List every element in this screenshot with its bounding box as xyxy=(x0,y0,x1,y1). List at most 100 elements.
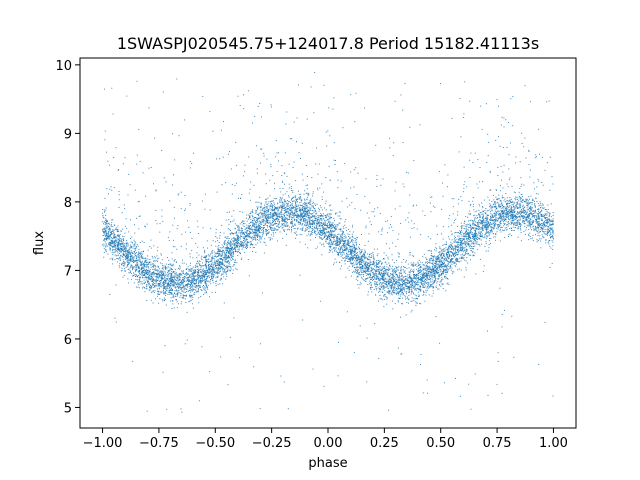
data-point xyxy=(199,261,201,262)
data-point xyxy=(219,237,220,239)
data-point xyxy=(334,235,336,237)
data-point xyxy=(113,242,115,244)
data-point xyxy=(128,247,130,249)
data-point xyxy=(129,270,131,272)
data-point xyxy=(351,201,353,203)
data-point xyxy=(429,285,431,287)
data-point xyxy=(246,248,247,249)
data-point xyxy=(425,289,427,291)
data-point xyxy=(391,285,393,287)
data-point xyxy=(119,252,120,254)
data-point xyxy=(537,235,539,237)
data-point xyxy=(430,281,432,283)
data-point xyxy=(371,264,373,266)
data-point xyxy=(380,278,382,280)
data-point xyxy=(193,277,195,279)
data-point xyxy=(407,277,409,278)
data-point xyxy=(379,281,381,283)
data-point xyxy=(203,271,205,273)
data-point xyxy=(229,242,231,244)
data-point xyxy=(190,268,192,270)
data-point xyxy=(382,288,384,290)
data-point xyxy=(184,277,186,279)
data-point xyxy=(517,227,519,229)
data-point xyxy=(296,198,298,200)
data-point xyxy=(343,237,345,239)
data-point xyxy=(419,302,421,304)
data-point xyxy=(311,205,313,207)
data-point xyxy=(216,256,217,258)
data-point xyxy=(533,182,535,184)
data-point xyxy=(203,270,205,272)
data-point xyxy=(432,284,434,286)
data-point xyxy=(466,242,468,244)
data-point xyxy=(360,260,362,262)
data-point xyxy=(165,289,167,291)
data-point xyxy=(480,222,482,223)
data-point xyxy=(102,228,104,230)
data-point xyxy=(217,273,218,275)
data-point xyxy=(303,208,305,210)
data-point xyxy=(111,238,113,240)
data-point xyxy=(225,271,227,273)
data-point xyxy=(290,213,292,215)
data-point xyxy=(431,269,433,270)
data-point xyxy=(319,224,321,225)
data-point xyxy=(252,218,254,220)
data-point xyxy=(262,219,264,221)
data-point xyxy=(314,217,316,219)
data-point xyxy=(231,254,233,256)
data-point xyxy=(210,253,211,255)
data-point xyxy=(217,262,219,264)
data-point xyxy=(304,219,306,221)
data-point xyxy=(513,217,514,219)
data-point xyxy=(241,222,243,223)
data-point xyxy=(113,248,115,250)
data-point xyxy=(428,262,430,264)
data-point xyxy=(449,250,451,252)
data-point xyxy=(242,232,244,234)
data-point xyxy=(244,239,246,241)
data-point xyxy=(240,259,242,260)
data-point xyxy=(293,213,295,215)
data-point xyxy=(295,214,297,216)
data-point xyxy=(112,230,114,232)
data-point xyxy=(507,221,509,222)
data-point xyxy=(478,226,480,228)
data-point xyxy=(478,220,479,222)
data-point xyxy=(364,258,365,260)
data-point xyxy=(330,235,331,237)
data-point xyxy=(335,241,337,243)
data-point xyxy=(139,215,141,217)
data-point xyxy=(109,241,111,243)
data-point xyxy=(494,206,496,208)
data-point xyxy=(168,288,170,290)
data-point xyxy=(260,236,262,238)
data-point xyxy=(255,239,257,241)
data-point xyxy=(141,281,143,283)
data-point xyxy=(529,236,531,237)
data-point xyxy=(108,232,110,234)
data-point xyxy=(110,236,112,238)
data-point xyxy=(299,214,301,216)
data-point xyxy=(294,214,296,216)
data-point xyxy=(527,196,529,198)
data-point xyxy=(411,279,413,281)
data-point xyxy=(283,172,285,174)
data-point xyxy=(492,216,494,218)
data-point xyxy=(420,280,422,282)
data-point xyxy=(297,204,299,206)
data-point xyxy=(495,139,497,141)
data-point xyxy=(346,311,348,313)
data-point xyxy=(200,276,202,278)
data-point xyxy=(529,176,531,178)
data-point xyxy=(519,188,521,189)
data-point xyxy=(367,266,369,268)
data-point xyxy=(508,179,510,181)
data-point xyxy=(285,208,287,210)
data-point xyxy=(205,287,207,289)
data-point xyxy=(195,281,197,283)
data-point xyxy=(207,254,209,256)
data-point xyxy=(163,282,165,283)
data-point xyxy=(120,230,122,232)
